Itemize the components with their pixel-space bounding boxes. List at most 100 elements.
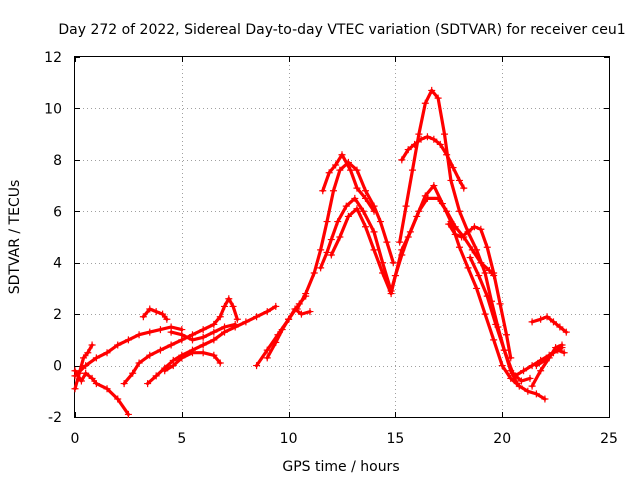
data-point — [319, 187, 327, 195]
data-point — [415, 130, 423, 138]
data-point — [342, 202, 350, 210]
data-series — [71, 86, 570, 418]
data-point — [231, 320, 239, 328]
data-point — [411, 140, 419, 148]
data-point — [92, 354, 100, 362]
data-point — [146, 305, 154, 313]
data-point — [178, 354, 186, 362]
data-point — [152, 372, 160, 380]
data-point — [199, 326, 207, 334]
data-point — [361, 223, 369, 231]
data-point — [210, 320, 218, 328]
series-sat-g — [161, 349, 224, 375]
data-point — [436, 140, 444, 148]
data-point — [120, 380, 128, 388]
data-point — [114, 341, 122, 349]
data-point — [353, 184, 361, 192]
data-point — [297, 310, 305, 318]
y-tick-label: 8 — [53, 153, 62, 169]
data-point — [327, 251, 335, 259]
data-point — [398, 251, 406, 259]
data-point — [178, 331, 186, 339]
data-point — [451, 230, 459, 238]
data-point — [332, 161, 340, 169]
data-point — [88, 341, 96, 349]
data-point — [387, 290, 395, 298]
x-tick-label: 10 — [280, 431, 298, 447]
data-point — [272, 302, 280, 310]
data-point — [199, 349, 207, 357]
y-tick-label: 12 — [44, 50, 62, 66]
data-point — [359, 207, 367, 215]
data-point — [199, 333, 207, 341]
data-point — [449, 164, 457, 172]
data-point — [417, 135, 425, 143]
data-point — [253, 362, 261, 370]
series-sat-l — [319, 151, 378, 215]
data-point — [263, 308, 271, 316]
data-point — [306, 308, 314, 316]
data-point — [167, 341, 175, 349]
data-point — [329, 187, 337, 195]
data-point — [404, 233, 412, 241]
data-point — [502, 331, 510, 339]
data-point — [528, 382, 536, 390]
data-point — [466, 254, 474, 262]
data-point — [344, 212, 352, 220]
data-point — [216, 313, 224, 321]
data-point — [545, 354, 553, 362]
data-point — [490, 269, 498, 277]
data-point — [537, 315, 545, 323]
data-point — [278, 326, 286, 334]
data-point — [336, 166, 344, 174]
data-point — [560, 349, 568, 357]
data-point — [272, 338, 280, 346]
data-point — [537, 367, 545, 375]
data-point — [402, 202, 410, 210]
x-tick-label: 5 — [177, 431, 186, 447]
data-point — [483, 292, 491, 300]
data-point — [498, 362, 506, 370]
data-point — [475, 272, 483, 280]
data-point — [347, 166, 355, 174]
data-point — [129, 369, 137, 377]
series-sat-d — [139, 305, 171, 323]
data-point — [483, 243, 491, 251]
data-point — [188, 349, 196, 357]
data-point — [317, 264, 325, 272]
data-point — [225, 295, 233, 303]
series-line — [295, 160, 395, 311]
data-point — [396, 238, 404, 246]
data-point — [532, 362, 540, 370]
data-point — [383, 238, 391, 246]
data-point — [353, 166, 361, 174]
y-tick-label: -2 — [48, 410, 62, 426]
data-point — [361, 194, 369, 202]
data-point — [370, 228, 378, 236]
data-point — [464, 264, 472, 272]
data-point — [421, 192, 429, 200]
data-point — [310, 269, 318, 277]
y-tick-labels: -2 0 2 4 6 8 10 12 — [44, 50, 62, 426]
data-point — [496, 300, 504, 308]
data-point — [520, 367, 528, 375]
data-point — [408, 166, 416, 174]
data-point — [210, 328, 218, 336]
data-point — [556, 323, 564, 331]
data-point — [455, 207, 463, 215]
series-sat-k — [293, 158, 397, 313]
data-point — [144, 380, 152, 388]
data-point — [199, 341, 207, 349]
data-point — [88, 374, 96, 382]
data-point — [447, 176, 455, 184]
data-point — [500, 346, 508, 354]
data-point — [338, 151, 346, 159]
data-point — [455, 176, 463, 184]
data-point — [379, 269, 387, 277]
data-point — [334, 218, 342, 226]
data-point — [351, 194, 359, 202]
data-point — [391, 272, 399, 280]
data-point — [84, 349, 92, 357]
plot-frame — [74, 56, 610, 418]
